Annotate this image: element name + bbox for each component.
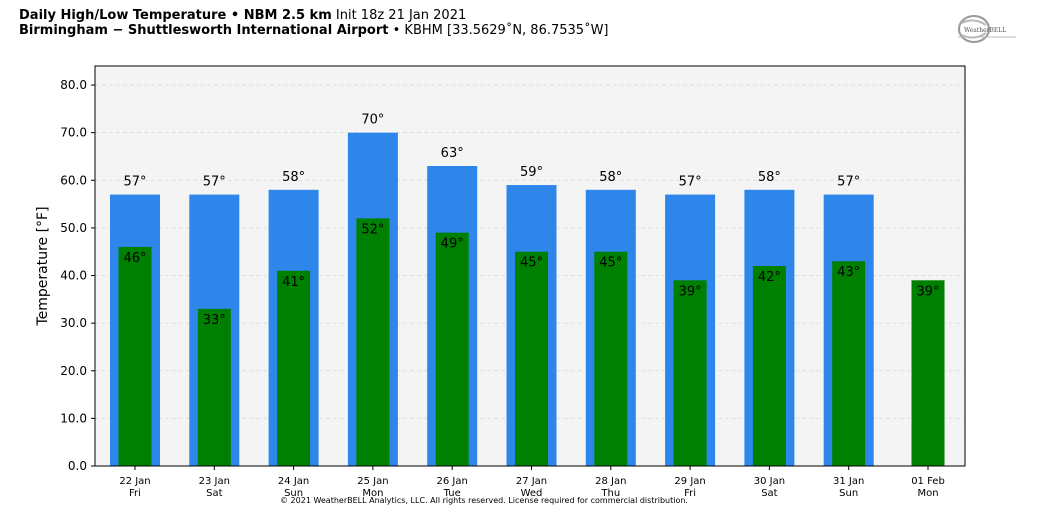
title-init: Init 18z 21 Jan 2021 <box>335 8 467 23</box>
high-label: 59° <box>520 165 543 180</box>
high-label: 57° <box>203 175 226 190</box>
y-tick-label: 70.0 <box>60 126 87 140</box>
x-tick-date: 29 Jan <box>674 476 705 487</box>
low-bar <box>752 266 786 466</box>
chart-title: Daily High/Low Temperature • NBM 2.5 km … <box>19 8 466 23</box>
x-tick-weekday: Fri <box>129 488 141 499</box>
x-tick-weekday: Sat <box>761 488 777 499</box>
high-label: 58° <box>758 170 781 185</box>
high-label: 58° <box>282 170 305 185</box>
location-name: Birmingham − Shuttlesworth International… <box>19 23 389 38</box>
weatherbell-logo: WeatherBELL <box>958 15 1016 43</box>
copyright-notice: © 2021 WeatherBELL Analytics, LLC. All r… <box>280 496 688 505</box>
low-label: 45° <box>520 256 543 271</box>
x-tick-weekday: Wed <box>521 488 543 499</box>
y-axis: 0.0 10.0 20.0 30.0 40.0 50.0 60.0 70.0 80.0 <box>60 78 95 473</box>
x-tick-date: 25 Jan <box>357 476 388 487</box>
low-label: 39° <box>916 284 939 299</box>
x-tick-weekday: Fri <box>684 488 696 499</box>
x-tick-weekday: Mon <box>917 488 938 499</box>
y-tick-label: 30.0 <box>60 316 87 330</box>
low-label: 49° <box>441 237 464 252</box>
bars: 57° 46° 57° 33° 58° 41° 70° 52° 63° 49° 59° 45° 58° 4… <box>110 113 945 467</box>
high-label: 63° <box>441 146 464 161</box>
y-tick-label: 10.0 <box>60 411 87 425</box>
high-label: 57° <box>123 175 146 190</box>
high-label: 57° <box>837 175 860 190</box>
x-tick-date: 28 Jan <box>595 476 626 487</box>
x-tick-weekday: Sun <box>284 488 303 499</box>
x-tick-weekday: Mon <box>362 488 383 499</box>
low-bar <box>594 251 628 466</box>
low-label: 41° <box>282 275 305 290</box>
low-bar <box>515 251 548 466</box>
x-tick-date: 30 Jan <box>754 476 785 487</box>
y-tick-label: 0.0 <box>68 459 87 473</box>
high-label: 70° <box>361 113 384 128</box>
high-label: 58° <box>599 170 622 185</box>
low-bar <box>832 261 866 466</box>
low-label: 45° <box>599 256 622 271</box>
x-tick-weekday: Thu <box>600 488 620 499</box>
low-bar <box>435 232 469 466</box>
x-tick-date: 22 Jan <box>119 476 150 487</box>
low-label: 39° <box>679 284 702 299</box>
y-tick-label: 50.0 <box>60 221 87 235</box>
title-bold: Daily High/Low Temperature • NBM 2.5 km <box>19 8 332 23</box>
x-tick-weekday: Sun <box>839 488 858 499</box>
low-label: 52° <box>361 222 384 237</box>
low-label: 46° <box>123 251 146 266</box>
low-bar <box>356 218 390 466</box>
y-tick-label: 20.0 <box>60 364 87 378</box>
y-axis-label: Temperature [°F] <box>35 206 51 326</box>
y-tick-label: 80.0 <box>60 78 87 92</box>
x-tick-weekday: Sat <box>206 488 222 499</box>
low-bar <box>118 246 152 466</box>
x-tick-date: 26 Jan <box>437 476 468 487</box>
x-tick-date: 31 Jan <box>833 476 864 487</box>
plot-frame <box>94 65 966 467</box>
low-bar <box>277 270 311 466</box>
low-bar <box>911 280 945 466</box>
location-coords: • KBHM [33.5629˚N, 86.7535˚W] <box>392 23 609 38</box>
low-label: 33° <box>203 313 226 328</box>
low-bar <box>673 280 707 466</box>
x-tick-weekday: Tue <box>443 488 461 499</box>
low-label: 43° <box>837 265 860 280</box>
y-tick-label: 60.0 <box>60 173 87 187</box>
low-bar <box>197 308 231 466</box>
low-label: 42° <box>758 270 781 285</box>
logo-text: WeatherBELL <box>964 27 1006 34</box>
chart-subtitle: Birmingham − Shuttlesworth International… <box>19 23 609 38</box>
x-tick-date: 27 Jan <box>516 476 547 487</box>
x-tick-date: 23 Jan <box>199 476 230 487</box>
x-tick-date: 24 Jan <box>278 476 309 487</box>
x-tick-date: 01 Feb <box>911 476 945 487</box>
high-label: 57° <box>679 175 702 190</box>
y-tick-label: 40.0 <box>60 269 87 283</box>
